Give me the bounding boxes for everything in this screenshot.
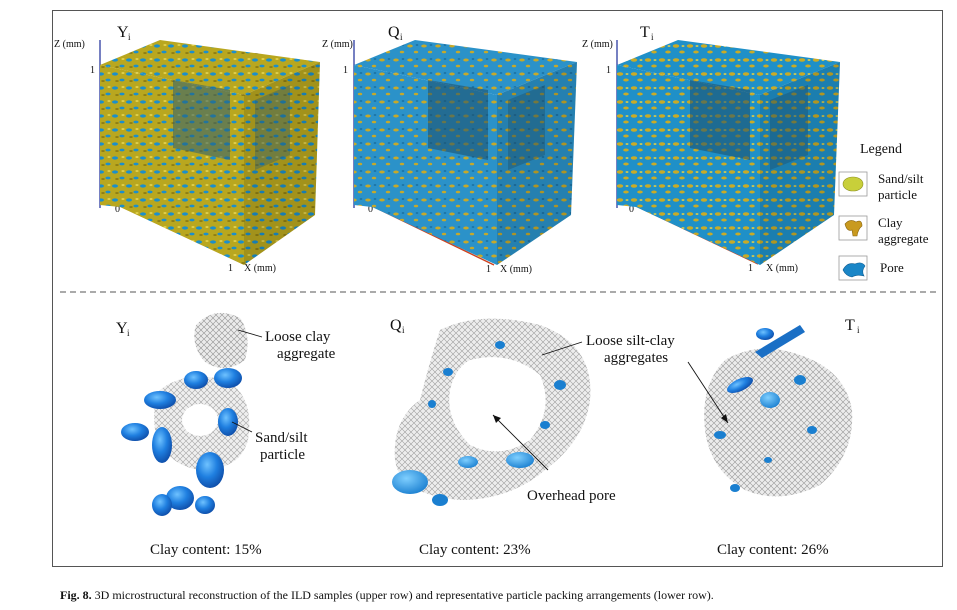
clay-aggregate-icon [844,220,863,237]
legend-item-clay-line1: Clay [878,215,903,230]
annotation-sand-silt-line1: Sand/silt [255,430,308,446]
annotation-loose-silt-clay-line1: Loose silt-clay [586,333,675,349]
cube-q-panel: Q i Z (mm) 1 0 1 X (mm) [322,24,577,275]
packing-y-subscript: i [127,328,130,338]
cube-y-origin: 0 [115,204,120,215]
legend-item-sand-line2: particle [878,187,917,202]
cube-q-label: Q [388,24,400,41]
sand-particle-icon [842,176,864,192]
pore-icon [842,262,866,278]
cube-t-side-face [760,62,840,265]
cube-y-z-tick: 1 [90,65,95,76]
annotation-overhead-pore: Overhead pore [527,488,616,504]
legend-item-pore: Pore [880,260,904,275]
cube-y-subscript: i [128,32,131,42]
cube-y-panel: Y i Z (mm) 1 0 1 X (mm) [54,24,320,274]
packing-t-panel: T i Clay content: 26% [687,317,860,558]
cube-t-label: T [640,24,650,41]
cube-q-z-axis-label: Z (mm) [322,39,353,50]
packing-y-panel: Y i Loose clay aggregate Sand/silt parti… [116,312,336,558]
figure-caption: Fig. 8. 3D microstructural reconstructio… [60,588,950,603]
clay-content-y: Clay content: 15% [150,542,262,558]
annotation-loose-silt-clay-line2: aggregates [604,350,668,366]
packing-t-subscript: i [857,325,860,335]
cube-t-origin: 0 [629,204,634,215]
cube-y-x-tick: 1 [228,263,233,274]
overhead-pore-void [449,357,546,452]
cube-t-z-tick: 1 [606,65,611,76]
packing-t-pore-plate [755,325,805,358]
annotation-loose-clay-line1: Loose clay [265,329,331,345]
legend-item-clay-line2: aggregate [878,231,929,246]
packing-t-label: T [845,317,855,334]
cube-t-top-face [617,40,840,95]
cube-y-label: Y [117,24,129,41]
caption-prefix: Fig. 8. [60,588,92,602]
cube-q-top-face [354,40,577,95]
packing-t-aggregate [704,348,853,497]
cube-q-x-axis-label: X (mm) [500,264,532,275]
legend-title: Legend [860,142,902,157]
cube-y-top-face [100,40,320,95]
cube-q-origin: 0 [368,204,373,215]
cube-y-cutout [173,80,230,160]
cube-q-side-face [497,62,577,265]
cube-q-x-tick: 1 [486,264,491,275]
packing-q-label: Q [390,317,402,334]
cube-q-subscript: i [400,32,403,42]
sand-particle-blob [214,368,242,388]
cube-t-x-axis-label: X (mm) [766,263,798,274]
packing-q-subscript: i [402,325,405,335]
cube-t-subscript: i [651,32,654,42]
packing-y-label: Y [116,320,128,337]
loose-clay-aggregate-mesh [194,312,248,369]
legend: Legend Sand/silt particle Clay aggregate… [838,142,929,281]
annotation-sand-silt-line2: particle [260,447,305,463]
cube-q-cutout [428,80,488,160]
cube-t-z-axis-label: Z (mm) [582,39,613,50]
cube-t-panel: T i Z (mm) 1 0 1 X (mm) [582,24,840,274]
cube-q-z-tick: 1 [343,65,348,76]
packing-q-panel: Q i Loose silt-clay aggregates Overhead … [390,317,675,558]
legend-item-sand-line1: Sand/silt [878,171,924,186]
clay-content-q: Clay content: 23% [419,542,531,558]
cube-y-x-axis-label: X (mm) [244,263,276,274]
cube-y-z-axis-label: Z (mm) [54,39,85,50]
caption-text: 3D microstructural reconstruction of the… [94,588,714,602]
cube-t-x-tick: 1 [748,263,753,274]
cube-y-side-face [244,62,320,265]
annotation-loose-clay-line2: aggregate [277,346,336,362]
clay-content-t: Clay content: 26% [717,542,829,558]
cube-t-cutout [690,80,750,160]
